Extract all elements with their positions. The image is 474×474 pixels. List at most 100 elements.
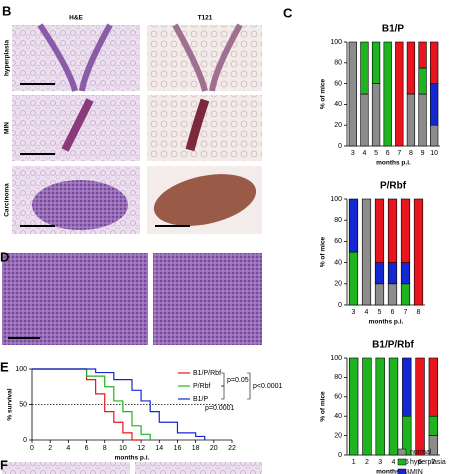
y-tick-label: 0 bbox=[23, 437, 27, 444]
y-tick-label: 100 bbox=[330, 355, 342, 362]
bar-segment bbox=[387, 198, 398, 263]
bar-segment bbox=[387, 262, 398, 285]
x-tick-label: 10 bbox=[430, 150, 438, 157]
x-tick-label: 4 bbox=[392, 459, 396, 466]
panel-label: E bbox=[0, 359, 9, 374]
row-label: hyperplasia bbox=[4, 40, 11, 77]
survival-line bbox=[32, 368, 142, 441]
x-tick-label: 7 bbox=[404, 309, 408, 316]
chart-title: B1/P bbox=[382, 24, 405, 35]
bar-segment bbox=[383, 41, 392, 147]
y-tick-label: 100 bbox=[330, 39, 342, 46]
x-tick-label: 6 bbox=[418, 459, 422, 466]
x-tick-label: 7 bbox=[431, 459, 435, 466]
histology-images bbox=[2, 23, 262, 474]
bar-segment bbox=[374, 262, 385, 285]
row-label: Carcinoma bbox=[4, 183, 11, 217]
y-tick-label: 80 bbox=[334, 374, 342, 381]
y-tick-label: 100 bbox=[15, 366, 27, 373]
bar-segment bbox=[430, 124, 439, 147]
y-axis-label: % of mice bbox=[320, 236, 327, 267]
bar-segment bbox=[375, 357, 385, 456]
y-tick-label: 0 bbox=[338, 302, 342, 309]
y-tick-label: 60 bbox=[334, 394, 342, 401]
bar-segment bbox=[418, 67, 427, 95]
bar-segment bbox=[430, 83, 439, 126]
bar-segment bbox=[374, 283, 385, 306]
x-tick-label: 14 bbox=[155, 445, 163, 452]
bar-segment bbox=[371, 83, 381, 147]
x-tick-label: 2 bbox=[365, 459, 369, 466]
y-tick-label: 80 bbox=[334, 60, 342, 67]
x-tick-label: 6 bbox=[85, 445, 89, 452]
bar-segment bbox=[428, 357, 439, 417]
y-axis-label: % of mice bbox=[320, 391, 327, 422]
y-axis-label: % survival bbox=[7, 388, 14, 420]
bar-segment bbox=[348, 41, 357, 147]
annotation: p<0.0001 bbox=[253, 383, 282, 390]
y-tick-label: 0 bbox=[338, 452, 342, 459]
legend-label: P/Rbf bbox=[193, 383, 211, 390]
bar-segment bbox=[361, 198, 372, 306]
chart-title: P/Rbf bbox=[380, 181, 407, 192]
x-tick-label: 5 bbox=[378, 309, 382, 316]
y-tick-label: 20 bbox=[334, 281, 342, 288]
x-tick-label: 4 bbox=[365, 309, 369, 316]
row-label: MIN bbox=[4, 122, 11, 134]
bar-segment bbox=[395, 41, 404, 147]
bar-segment bbox=[406, 41, 416, 95]
legend-label: B1/P bbox=[193, 396, 209, 403]
bar-segment bbox=[430, 41, 439, 84]
x-tick-label: 0 bbox=[30, 445, 34, 452]
x-tick-label: 9 bbox=[421, 150, 425, 157]
bar-segment bbox=[371, 41, 381, 84]
bracket bbox=[247, 372, 251, 400]
x-tick-label: 22 bbox=[228, 445, 236, 452]
x-tick-label: 12 bbox=[137, 445, 145, 452]
legend-swatch bbox=[397, 448, 407, 456]
x-tick-label: 8 bbox=[409, 150, 413, 157]
x-tick-label: 2 bbox=[48, 445, 52, 452]
x-axis-label: months p.i. bbox=[376, 160, 411, 167]
annotation: p=0.05 bbox=[227, 377, 249, 384]
bar-segment bbox=[428, 415, 439, 436]
x-tick-label: 3 bbox=[351, 150, 355, 157]
y-tick-label: 40 bbox=[334, 413, 342, 420]
x-tick-label: 20 bbox=[210, 445, 218, 452]
legend-label: hyperplasia bbox=[410, 459, 446, 466]
bar-segment bbox=[415, 357, 425, 456]
y-tick-label: 40 bbox=[334, 101, 342, 108]
annotation: p=0.0001 bbox=[205, 405, 234, 412]
bar-segment bbox=[387, 283, 398, 306]
x-tick-label: 7 bbox=[397, 150, 401, 157]
bracket bbox=[221, 385, 225, 400]
chart-title: B1/P/Rbf bbox=[372, 340, 414, 351]
column-header: H&E bbox=[69, 15, 83, 22]
bracket bbox=[221, 372, 225, 387]
x-tick-label: 16 bbox=[174, 445, 182, 452]
legend-label: normal bbox=[410, 449, 432, 456]
panel-label: C bbox=[283, 5, 293, 20]
bar-segment bbox=[406, 93, 416, 147]
bar-segment bbox=[348, 251, 359, 306]
bar-segment bbox=[418, 93, 427, 147]
column-header: T121 bbox=[198, 15, 213, 22]
bar-segment bbox=[413, 198, 424, 306]
y-tick-label: 50 bbox=[19, 401, 27, 408]
panel-label: F bbox=[0, 457, 8, 472]
x-tick-label: 3 bbox=[378, 459, 382, 466]
legend-swatch bbox=[397, 458, 407, 466]
panel-label: B bbox=[2, 3, 11, 18]
y-tick-label: 20 bbox=[334, 122, 342, 129]
y-tick-label: 60 bbox=[334, 238, 342, 245]
y-tick-label: 0 bbox=[338, 143, 342, 150]
bar-segment bbox=[360, 93, 369, 147]
x-axis-label: months p.i. bbox=[369, 319, 404, 326]
survival-line bbox=[32, 368, 151, 440]
legend-label: B1/P/Rbf bbox=[193, 370, 221, 377]
x-tick-label: 6 bbox=[391, 309, 395, 316]
x-tick-label: 4 bbox=[66, 445, 70, 452]
y-tick-label: 40 bbox=[334, 259, 342, 266]
bar-segment bbox=[402, 357, 412, 417]
